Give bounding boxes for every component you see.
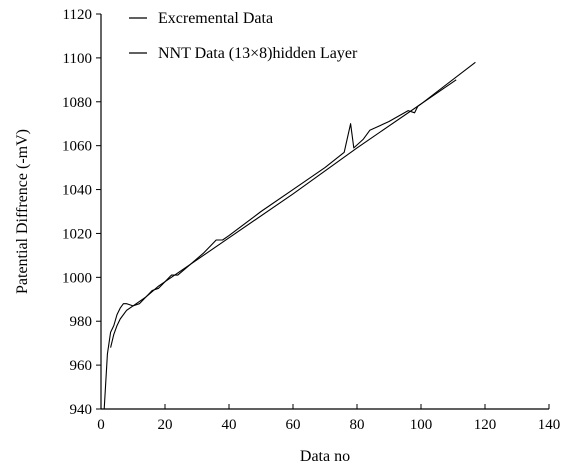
y-tick-label: 1120 [63, 7, 92, 23]
x-tick-label: 120 [474, 417, 497, 433]
x-tick-label: 0 [97, 417, 105, 433]
x-tick-label: 100 [410, 417, 433, 433]
y-tick-label: 1000 [62, 270, 92, 286]
y-tick-label: 1100 [63, 51, 92, 67]
y-axis-ticks: 940 960 980 1000 1020 1040 1060 1080 1100 1120 [62, 7, 101, 418]
x-axis-title: Data no [300, 448, 350, 465]
x-tick-label: 80 [350, 417, 365, 433]
y-axis-title: Patential Diffrence (-mV) [14, 129, 31, 294]
y-tick-label: 1080 [62, 95, 92, 111]
axes [100, 14, 549, 410]
y-tick-label: 940 [70, 402, 93, 418]
y-tick-label: 980 [70, 314, 93, 330]
y-tick-label: 960 [70, 358, 93, 374]
legend: Excremental Data NNT Data (13×8)hidden L… [129, 10, 358, 62]
series-line-1 [110, 61, 476, 348]
legend-label-excremental-data: Excremental Data [158, 10, 273, 27]
y-tick-label: 1060 [62, 139, 92, 155]
y-tick-label: 1040 [62, 183, 92, 199]
y-tick-label: 1020 [62, 226, 92, 242]
x-tick-label: 140 [538, 417, 561, 433]
x-tick-label: 60 [286, 417, 301, 433]
legend-label-nnt-data: NNT Data (13×8)hidden Layer [158, 45, 358, 62]
series-line-0 [103, 79, 457, 410]
series-lines [103, 61, 476, 410]
x-axis-ticks: 0 20 40 60 80 100 120 140 [97, 404, 560, 433]
x-tick-label: 40 [222, 417, 237, 433]
x-tick-label: 20 [158, 417, 173, 433]
